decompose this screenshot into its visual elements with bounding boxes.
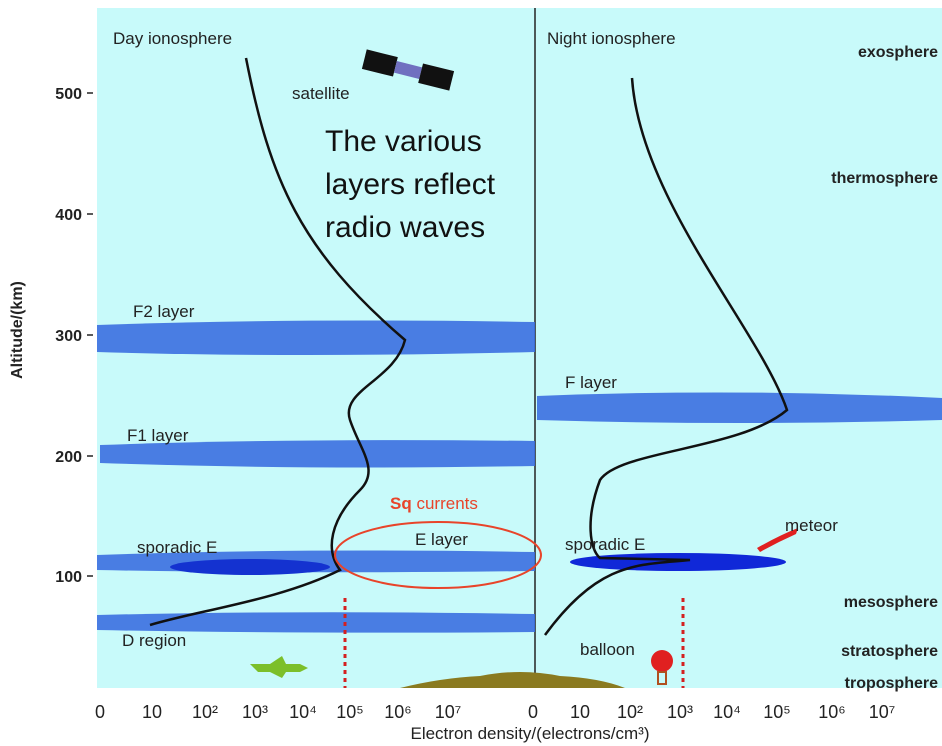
d-band [97, 612, 535, 633]
y-tick-label: 300 [55, 328, 82, 345]
y-axis-label: Altitude/(km) [9, 281, 26, 379]
x-tick-label: 10⁵ [763, 702, 790, 722]
layer-label: E layer [415, 530, 468, 549]
x-tick-label: 10² [617, 702, 643, 722]
x-tick-label: 10 [570, 702, 590, 722]
day-profile [149, 57, 407, 627]
y-tick-label: 100 [55, 569, 82, 586]
region-label: mesosphere [844, 594, 938, 611]
airplane [250, 656, 308, 678]
day-title: Day ionosphere [113, 29, 232, 48]
x-tick-label: 10⁷ [435, 702, 462, 722]
x-tick-label: 10⁶ [384, 702, 411, 722]
x-tick-label: 10⁷ [869, 702, 896, 722]
layer-label: D region [122, 631, 186, 650]
headline: layers reflect [325, 168, 496, 201]
sporadic-e-day [170, 559, 330, 575]
sq-rest: currents [412, 494, 478, 513]
x-tick-label: 10 [142, 702, 162, 722]
layer-label: sporadic E [137, 538, 217, 557]
x-tick-label: 0 [95, 702, 105, 722]
x-tick-label: 10⁴ [713, 702, 741, 722]
x-tick-label: 10² [192, 702, 218, 722]
f1-band [100, 440, 535, 468]
f-band [537, 392, 942, 423]
x-tick-label: 10³ [667, 702, 693, 722]
headline: The various [325, 125, 482, 158]
y-tick-label: 500 [55, 86, 82, 103]
x-tick-label: 10⁴ [289, 702, 317, 722]
layer-label: F2 layer [133, 302, 195, 321]
satellite-icon [361, 49, 455, 91]
y-tick-label: 400 [55, 207, 82, 224]
headline: radio waves [325, 211, 485, 244]
layer-label: F1 layer [127, 426, 189, 445]
meteor-label: meteor [785, 516, 838, 535]
night-title: Night ionosphere [547, 29, 676, 48]
satellite-label: satellite [292, 84, 350, 103]
region-label: thermosphere [831, 170, 938, 187]
x-tick-label: 10⁶ [818, 702, 845, 722]
x-axis-label: Electron density/(electrons/cm³) [410, 724, 649, 743]
layer-label: sporadic E [565, 535, 645, 554]
night-profile [543, 77, 789, 636]
balloon-icon [651, 650, 673, 672]
ground [400, 672, 625, 688]
sq-ellipse [334, 521, 542, 589]
x-tick-label: 10⁵ [336, 702, 363, 722]
balloon-label: balloon [580, 640, 635, 659]
y-tick-label: 200 [55, 449, 82, 466]
layer-label: F layer [565, 373, 617, 392]
region-label: troposphere [845, 675, 938, 692]
balloon-basket [657, 671, 667, 685]
f2-band [97, 320, 535, 355]
sq-label: Sq currents [390, 494, 478, 513]
sq-bold: Sq [390, 494, 412, 513]
x-tick-label: 0 [528, 702, 538, 722]
meteor-icon [757, 528, 798, 552]
region-label: exosphere [858, 44, 938, 61]
region-label: stratosphere [841, 643, 938, 660]
x-tick-label: 10³ [242, 702, 268, 722]
